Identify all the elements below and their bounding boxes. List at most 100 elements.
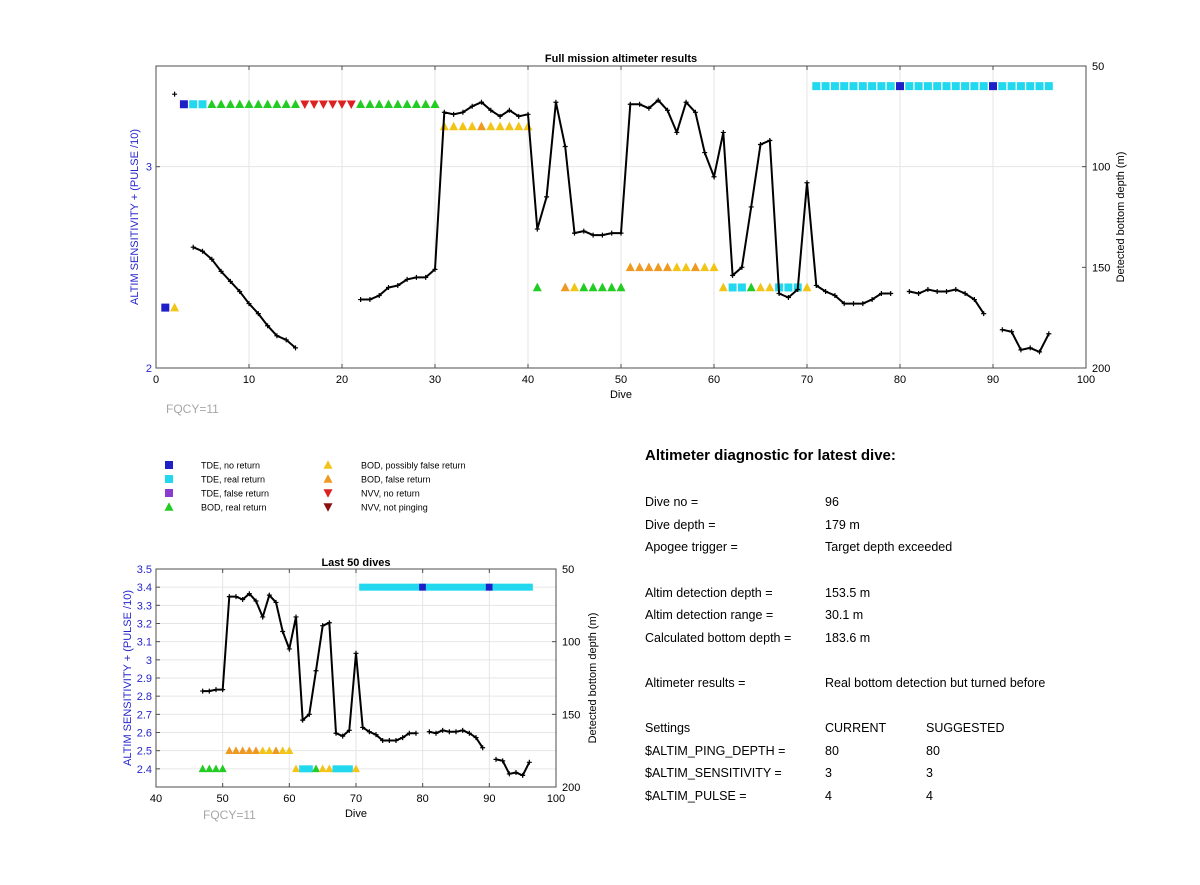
marker-tde_real: [452, 583, 460, 591]
x-tick-label: 60: [708, 374, 720, 386]
marker-bod_possibly: [449, 121, 459, 131]
depth-line-segment: [360, 98, 891, 305]
diag-label: Dive depth =: [645, 518, 716, 532]
marker-tde_no: [161, 303, 170, 312]
marker-bod_possibly: [718, 282, 728, 292]
y-tick-label-right: 100: [562, 637, 580, 649]
depth-point: [433, 730, 439, 736]
marker-bod_real: [235, 99, 245, 109]
marker-nvv_no: [318, 100, 328, 110]
bottom-grid: [155, 568, 557, 787]
depth-point: [906, 288, 912, 294]
depth-point: [386, 284, 391, 290]
legend-entry: TDE, no return: [165, 461, 260, 471]
marker-bod_possibly: [495, 121, 505, 131]
depth-point: [313, 668, 319, 674]
diag-label: Altim detection depth =: [645, 586, 773, 600]
depth-point: [373, 732, 379, 738]
y-tick-label-left: 3.3: [137, 600, 152, 612]
depth-point: [488, 107, 494, 113]
marker-tde_real: [1026, 82, 1035, 91]
marker-bod_real: [263, 99, 273, 109]
marker-bod_possibly: [352, 764, 360, 773]
marker-tde_real: [849, 82, 858, 91]
depth-point: [255, 311, 261, 317]
y-tick-label-right: 200: [1092, 363, 1110, 375]
y-tick-label-right: 50: [562, 564, 574, 576]
depth-point: [172, 91, 178, 97]
marker-bod_real: [597, 282, 607, 292]
y-tick-label-right: 150: [562, 709, 580, 721]
marker-tde_real: [1044, 82, 1053, 91]
depth-line-segment: [495, 758, 531, 777]
marker-bod_possibly: [278, 746, 287, 754]
depth-point: [380, 737, 386, 743]
depth-point: [674, 129, 680, 135]
diag-label: Dive no =: [645, 495, 699, 509]
marker-bod_possibly: [709, 262, 719, 272]
marker-bod_false: [232, 746, 240, 754]
marker-tde_real: [933, 82, 942, 91]
depth-point: [513, 769, 519, 775]
depth-point: [506, 771, 512, 777]
depth-point: [240, 597, 246, 603]
marker-nvv_no: [309, 100, 319, 110]
diag-label: $ALTIM_SENSITIVITY =: [645, 766, 782, 780]
depth-point: [1027, 345, 1033, 351]
marker-bod_real: [281, 99, 291, 109]
depth-point: [609, 230, 615, 236]
depth-point: [265, 323, 271, 329]
top-chart-title: Full mission altimeter results: [545, 53, 697, 65]
depth-point: [544, 194, 550, 200]
x-tick-label: 20: [336, 374, 348, 386]
y-tick-label-left: 2.7: [137, 709, 152, 721]
marker-bod_real: [272, 99, 282, 109]
depth-point: [340, 733, 346, 739]
depth-point: [423, 274, 429, 280]
top-bottom-depth-line: [172, 91, 1052, 355]
marker-tde_false: [165, 489, 173, 497]
depth-point: [441, 109, 447, 115]
marker-tde_real: [1016, 82, 1025, 91]
depth-point: [253, 598, 259, 604]
depth-point: [395, 282, 401, 288]
diag-value: 153.5 m: [825, 586, 871, 600]
marker-tde_real: [1007, 82, 1016, 91]
depth-point: [497, 113, 503, 119]
marker-tde_real: [519, 583, 527, 591]
marker-tde_real: [359, 583, 367, 591]
marker-bod_real: [253, 99, 263, 109]
y-tick-label-left: 2: [146, 363, 152, 375]
depth-point: [869, 297, 875, 303]
x-tick-label: 40: [522, 374, 534, 386]
marker-tde_real: [942, 82, 951, 91]
full-mission-chart: Full mission altimeter results 0 10 20 30 40…: [129, 53, 1127, 416]
marker-bod_real: [291, 99, 300, 109]
diag-value: Target depth exceeded: [825, 540, 953, 554]
depth-point: [218, 268, 224, 274]
marker-bod_possibly: [700, 262, 710, 272]
legend-entry: BOD, false return: [323, 474, 431, 485]
depth-point: [200, 248, 205, 254]
marker-tde_real: [812, 82, 821, 91]
marker-bod_possibly: [265, 746, 274, 754]
marker-bod_real: [384, 99, 393, 109]
diag-label: Settings: [645, 721, 691, 735]
depth-point: [358, 297, 364, 303]
marker-tde_real: [379, 583, 387, 591]
y-tick-label-left: 2.5: [137, 746, 152, 758]
depth-point: [516, 113, 522, 119]
depth-point: [280, 628, 286, 634]
marker-bod_real: [411, 99, 421, 109]
depth-point: [860, 301, 866, 307]
marker-bod_possibly: [467, 121, 477, 131]
legend-label: BOD, real return: [201, 503, 267, 513]
marker-tde_real: [979, 82, 988, 91]
depth-point: [353, 650, 359, 656]
marker-bod_possibly: [504, 121, 514, 131]
depth-point: [190, 244, 196, 250]
depth-point: [400, 735, 406, 741]
y-tick-label-right: 200: [562, 782, 580, 794]
diag-extra: 80: [926, 744, 940, 758]
depth-point: [665, 107, 670, 113]
